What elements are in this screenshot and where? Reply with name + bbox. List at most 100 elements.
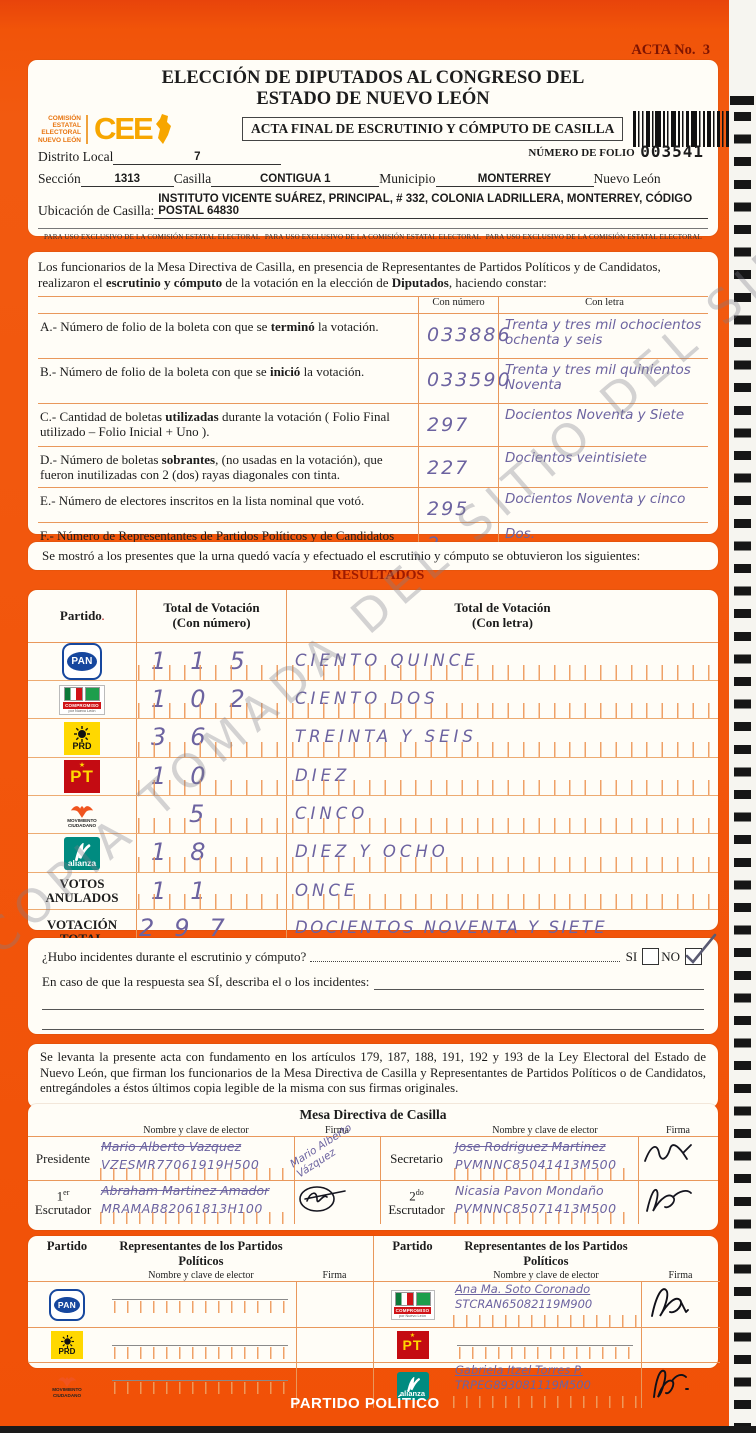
- result-row-mc: MOVIMIENTO CIUDADANO 5 CINCO: [28, 796, 718, 834]
- acta-number-label: ACTA No.: [631, 42, 696, 58]
- tally-table: Con número Con letra A.- Número de folio…: [38, 295, 708, 563]
- folio: NÚMERO DE FOLIO 003541: [528, 142, 704, 161]
- tally-a-number[interactable]: 033886: [427, 323, 512, 346]
- presidente-firma[interactable]: Mario Alberto Vázquez: [288, 1122, 380, 1180]
- tally-row-a: A.- Número de folio de la boleta con que…: [38, 313, 708, 359]
- municipio-value[interactable]: MONTERREY: [435, 173, 594, 188]
- scan-bottom-edge: [0, 1426, 756, 1433]
- tally-b-number[interactable]: 033590: [427, 368, 512, 391]
- casilla-value[interactable]: CONTIGUA 1: [211, 173, 380, 188]
- casilla-label: Casilla: [173, 171, 212, 187]
- secretario-name-clave[interactable]: Jose Rodriguez Martinez PVMNNC85041413M5…: [452, 1136, 638, 1180]
- results-card: Partido. Total de Votación (Con número) T…: [28, 590, 718, 954]
- escrutador1-firma[interactable]: [294, 1180, 380, 1224]
- seccion-value[interactable]: 1313: [80, 173, 174, 188]
- incidents-describe-label: En caso de que la respuesta sea SÍ, desc…: [42, 974, 370, 989]
- rep-pt-logo: ★ PT: [373, 1327, 451, 1362]
- signature-loop: [651, 1288, 689, 1317]
- results-header: Partido. Total de Votación (Con número) T…: [28, 590, 718, 643]
- prd-votes-words[interactable]: TREINTA Y SEIS: [295, 727, 477, 746]
- barcode: [633, 111, 755, 148]
- footer-label: PARTIDO POLÍTICO: [290, 1395, 440, 1412]
- rep-mc-logo: MOVIMIENTO CIUDADANO: [28, 1362, 106, 1408]
- header-divider: [38, 228, 708, 230]
- document-title: ELECCIÓN DE DIPUTADOS AL CONGRESO DEL ES…: [161, 68, 585, 109]
- tally-c-words[interactable]: Docientos Noventa y Siete: [505, 406, 685, 423]
- presidente-name-clave[interactable]: Mario Alberto Vazquez VZESMR77061919H500: [98, 1136, 294, 1180]
- tally-row-d: D.- Número de boletas sobrantes, (no usa…: [38, 446, 708, 488]
- tally-card: Los funcionarios de la Mesa Directiva de…: [28, 252, 718, 563]
- rep-pri-logo: COMPROMISO por Nuevo León: [373, 1281, 451, 1327]
- dotted-leader: [310, 961, 620, 962]
- col-total-letra: Total de Votación (Con letra): [286, 590, 718, 642]
- escrutador2-name-clave[interactable]: Nicasia Pavon Mondaño PVMNNC85071413M500: [452, 1180, 638, 1224]
- rep-prd-name[interactable]: [106, 1327, 296, 1362]
- signature-scribble: [644, 1144, 692, 1162]
- votos-anulados-label: VOTOS ANULADOS: [45, 875, 119, 905]
- tally-e-number[interactable]: 295: [427, 497, 470, 520]
- result-row-pt: ★ PT 10 DIEZ: [28, 758, 718, 796]
- estado-suffix: Nuevo León: [593, 171, 661, 187]
- tally-c-number[interactable]: 297: [427, 413, 470, 436]
- si-checkbox[interactable]: [642, 948, 660, 965]
- no-checkbox[interactable]: [685, 933, 717, 965]
- rep-alianza-firma[interactable]: [641, 1362, 720, 1408]
- mesa-column-headers: Nombre y clave de elector Firma Nombre y…: [143, 1125, 690, 1136]
- registration-topmark: [730, 96, 754, 105]
- acta-subtitle-box: ACTA FINAL DE ESCRUTINIO Y CÓMPUTO DE CA…: [242, 117, 624, 142]
- rep-pan-name[interactable]: [106, 1281, 296, 1327]
- header-card: ELECCIÓN DE DIPUTADOS AL CONGRESO DEL ES…: [28, 60, 755, 241]
- rep-pri-firma[interactable]: [641, 1281, 720, 1327]
- acta-number: ACTA No. 3: [631, 42, 710, 59]
- describe-line[interactable]: [374, 989, 704, 990]
- tally-row-e: E.- Número de electores inscritos en la …: [38, 487, 708, 523]
- reps-title-right: Representantes de los Partidos Políticos: [464, 1239, 628, 1268]
- tally-a-words[interactable]: Trenta y tres mil ochocientos ochenta y …: [505, 316, 702, 349]
- tally-f-words[interactable]: Dos.: [505, 525, 535, 542]
- tally-d-words[interactable]: Docientos veintisiete: [505, 449, 647, 466]
- total-number[interactable]: 297: [139, 914, 245, 942]
- registration-strip: [729, 0, 756, 1433]
- exclusive-use-strip: PARA USO EXCLUSIVO DE LA COMISIÓN ESTATA…: [44, 233, 702, 242]
- rep-alianza-logo: alianza: [373, 1362, 451, 1408]
- incidents-question: ¿Hubo incidentes durante el escrutinio y…: [42, 949, 307, 964]
- distrito-label: Distrito Local: [38, 149, 114, 165]
- alianza-votes-words[interactable]: DIEZ Y OCHO: [295, 842, 449, 861]
- rep-prd-logo: PRD: [28, 1327, 106, 1362]
- rep-alianza-name[interactable]: Gabriela Itzel Torres P. TRPEG893081119M…: [451, 1362, 641, 1408]
- ubicacion-value[interactable]: INSTITUTO VICENTE SUÁREZ, PRINCIPAL, # 3…: [154, 193, 708, 220]
- si-label: SI: [625, 949, 638, 964]
- cee-org-text: COMISIÓN ESTATAL ELECTORAL NUEVO LEÓN: [38, 114, 88, 145]
- tally-e-words[interactable]: Docientos Noventa y cinco: [505, 490, 686, 507]
- prd-logo: PRD: [64, 721, 100, 755]
- rep-mc-name[interactable]: [106, 1362, 296, 1408]
- folio-value: 003541: [640, 142, 704, 161]
- rep-prd-firma[interactable]: [296, 1327, 373, 1362]
- distrito-value[interactable]: 7: [113, 151, 282, 166]
- mesa-title: Mesa Directiva de Casilla: [299, 1107, 447, 1122]
- result-row-anulados: VOTOS ANULADOS 11 ONCE: [28, 873, 718, 910]
- nueva-alianza-logo: alianza: [64, 836, 100, 870]
- rep-pt-name[interactable]: [451, 1327, 641, 1362]
- signature-flourish: [646, 1189, 692, 1212]
- rep-pan-firma[interactable]: [296, 1281, 373, 1327]
- role-1er-escrutador: 1er Escrutador: [28, 1180, 98, 1224]
- role-2do-escrutador: 2do Escrutador: [380, 1180, 452, 1224]
- rep-mc-firma[interactable]: [296, 1362, 373, 1408]
- tally-d-number[interactable]: 227: [427, 456, 470, 479]
- incidents-line-2[interactable]: [42, 1029, 704, 1030]
- alianza-swoosh-icon: [75, 843, 91, 861]
- escrutador1-name-clave[interactable]: Abraham Martinez Amador MRAMAB82061813H1…: [98, 1180, 294, 1224]
- escrutador2-firma[interactable]: [638, 1180, 718, 1224]
- resultados-title: RESULTADOS: [331, 568, 425, 583]
- secretario-firma[interactable]: [638, 1136, 718, 1180]
- intro-paragraph: Los funcionarios de la Mesa Directiva de…: [38, 259, 661, 291]
- total-words[interactable]: DOCIENTOS NOVENTA Y SIETE: [295, 918, 608, 937]
- signature-loop-2: [653, 1369, 689, 1398]
- rep-pri-name[interactable]: Ana Ma. Soto Coronado STCRAN65082119M900: [451, 1281, 641, 1327]
- no-label: NO: [661, 949, 680, 964]
- rep-pt-firma[interactable]: [641, 1327, 720, 1362]
- tally-b-words[interactable]: Trenta y tres mil quinientos Noventa: [505, 361, 691, 394]
- prd-sun-icon: [74, 725, 90, 742]
- incidents-line-1[interactable]: [42, 1009, 704, 1010]
